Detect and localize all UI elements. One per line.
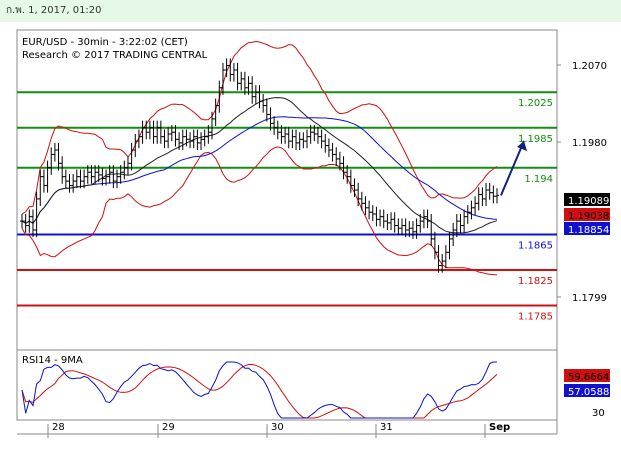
- rsi-badge: [564, 369, 610, 382]
- rsi-ma-line: [21, 364, 498, 419]
- y-tick-label: 1.1799: [572, 293, 607, 304]
- level-label: 1.1865: [518, 240, 553, 251]
- x-tick-label: 29: [162, 422, 175, 433]
- x-tick-label: Sep: [489, 422, 510, 433]
- x-tick-label: 31: [380, 422, 393, 433]
- price-badge-label: 1.19038: [568, 211, 609, 222]
- forecast-arrow: [500, 140, 525, 196]
- level-label: 1.1825: [518, 276, 553, 287]
- price-badge: [564, 193, 610, 206]
- date-text: ก.พ. 1, 2017, 01:20: [6, 5, 102, 16]
- chart-title: EUR/USD - 30min - 3:22:02 (CET): [22, 37, 188, 48]
- rsi-line: [21, 361, 497, 419]
- rsi-title: RSI14 - 9MA: [22, 355, 83, 366]
- rsi-badge-label: 59.6664: [568, 372, 609, 383]
- chart-subtitle: Research © 2017 TRADING CENTRAL: [22, 50, 208, 61]
- rsi-badge: [564, 384, 610, 397]
- lower-band-line: [21, 146, 498, 276]
- rsi-badge-label: 57.0588: [568, 387, 609, 398]
- level-label: 1.1785: [518, 312, 553, 323]
- x-tick-label: 30: [271, 422, 284, 433]
- price-badge-label: 1.19089: [568, 196, 609, 207]
- price-badge-label: 1.18854: [568, 225, 609, 236]
- forecast-arrow-head: [517, 141, 527, 151]
- level-label: 1.194: [524, 174, 553, 185]
- x-tick-label: 28: [52, 422, 65, 433]
- date-header: ก.พ. 1, 2017, 01:20: [0, 0, 621, 22]
- level-label: 1.1985: [518, 134, 553, 145]
- level-label: 1.2025: [518, 98, 553, 109]
- price-badge: [564, 222, 610, 235]
- rsi-tick-label: 30: [592, 408, 605, 419]
- y-tick-label: 1.2070: [572, 61, 607, 72]
- y-tick-label: 1.1980: [572, 138, 607, 149]
- ma-blue-line: [21, 116, 498, 224]
- price-bars: [20, 58, 499, 273]
- rsi-panel: [16, 349, 558, 421]
- price-badge: [564, 208, 610, 221]
- main-panel: [16, 29, 558, 351]
